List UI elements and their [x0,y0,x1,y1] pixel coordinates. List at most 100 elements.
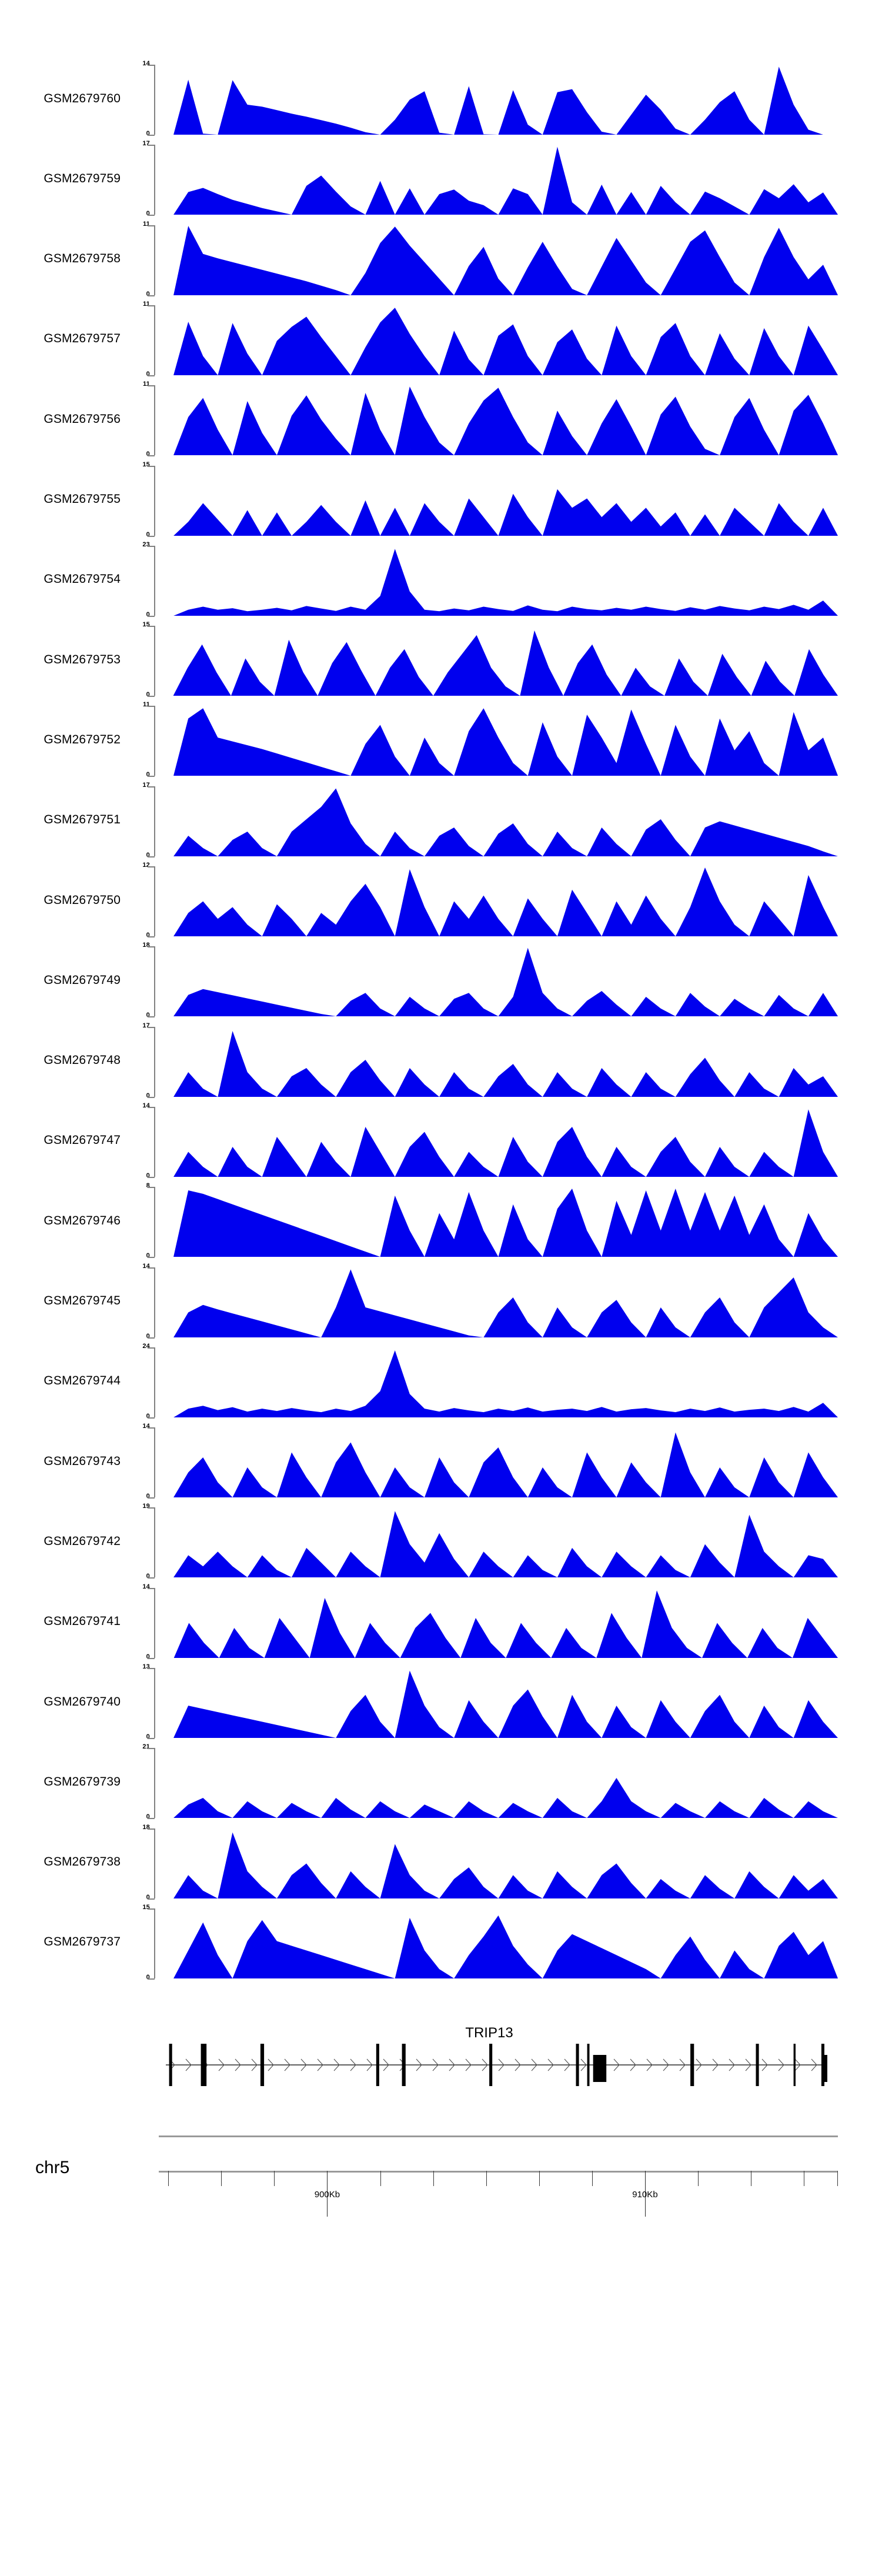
ruler-axis-line [159,2171,838,2173]
axis-vertical-line [154,465,155,536]
coverage-area-plot [159,1588,838,1658]
axis-vertical-line [154,626,155,696]
axis-max-tick [148,1106,155,1108]
axis-vertical-line [154,946,155,1017]
axis-vertical-line [154,1507,155,1578]
axis-max-tick [148,1828,155,1830]
axis-zero-tick [148,1657,155,1659]
track-sample-label: GSM2679746 [44,1213,121,1227]
axis-zero-label: 0 [146,691,150,699]
axis-max-tick [148,465,155,467]
axis-max-label: 15 [142,461,150,468]
axis-vertical-line [154,1587,155,1658]
axis-vertical-line [154,1267,155,1337]
gene-model[interactable] [166,2036,882,2094]
ruler-minor-tick [592,2171,593,2187]
axis-max-tick [148,866,155,867]
track-sample-label: GSM2679744 [44,1374,121,1388]
track-sample-label: GSM2679760 [44,91,121,105]
axis-max-tick [148,626,155,628]
axis-zero-label: 0 [146,1973,150,1981]
ruler-minor-tick [274,2171,275,2187]
axis-zero-tick [148,1738,155,1739]
axis-max-tick [148,385,155,387]
axis-max-tick [148,786,155,788]
ruler-minor-tick [486,2171,487,2187]
axis-max-tick [148,1026,155,1028]
track-sample-label: GSM2679753 [44,652,121,666]
coverage-area-plot [159,946,838,1017]
axis-max-tick [148,946,155,948]
axis-max-label: 14 [142,1583,150,1590]
axis-zero-label: 0 [146,932,150,939]
track-sample-label: GSM2679739 [44,1774,121,1788]
axis-zero-label: 0 [146,1252,150,1260]
axis-max-tick [148,1748,155,1750]
track-sample-label: GSM2679756 [44,412,121,426]
axis-zero-label: 0 [146,290,150,298]
ruler-minor-tick [380,2171,381,2187]
coverage-area-plot [159,866,838,936]
coverage-area-plot [159,1027,838,1097]
axis-max-label: 14 [142,1423,150,1430]
coverage-area-plot [159,145,838,215]
coverage-area-plot [159,1908,838,1978]
axis-zero-tick [148,455,155,457]
axis-zero-tick [148,615,155,617]
gene-name-label: TRIP13 [465,2025,513,2041]
track-sample-label: GSM2679747 [44,1133,121,1147]
axis-max-label: 18 [142,1823,150,1831]
coverage-area-plot [159,626,838,696]
axis-zero-tick [148,1417,155,1419]
axis-zero-label: 0 [146,210,150,218]
axis-max-tick [148,1267,155,1269]
axis-vertical-line [154,1026,155,1097]
axis-max-tick [148,1507,155,1509]
axis-vertical-line [154,1668,155,1738]
coverage-area-plot [159,1427,838,1498]
axis-max-tick [148,65,155,66]
axis-zero-label: 0 [146,1172,150,1179]
axis-max-tick [148,1347,155,1349]
axis-zero-tick [148,1978,155,1980]
axis-max-label: 11 [142,300,150,308]
axis-vertical-line [154,1828,155,1898]
ruler-minor-tick [698,2171,699,2187]
track-sample-label: GSM2679740 [44,1694,121,1709]
axis-zero-label: 0 [146,1012,150,1019]
axis-max-tick [148,706,155,708]
axis-zero-tick [148,1096,155,1098]
coverage-area-plot [159,1507,838,1578]
track-sample-label: GSM2679758 [44,252,121,266]
axis-max-tick [148,1668,155,1669]
axis-max-label: 18 [142,942,150,949]
axis-max-tick [148,1587,155,1589]
track-sample-label: GSM2679752 [44,732,121,746]
axis-zero-label: 0 [146,1813,150,1821]
axis-max-tick [148,1187,155,1189]
axis-zero-tick [148,936,155,937]
axis-max-label: 13 [142,1663,150,1670]
axis-max-label: 12 [142,862,150,869]
axis-zero-tick [148,535,155,537]
axis-zero-label: 0 [146,1733,150,1740]
axis-zero-label: 0 [146,1332,150,1340]
axis-zero-label: 0 [146,130,150,137]
ruler-minor-tick [433,2171,434,2187]
axis-zero-tick [148,1176,155,1178]
ruler-minor-tick [221,2171,222,2187]
axis-max-label: 19 [142,1503,150,1510]
track-sample-label: GSM2679738 [44,1855,121,1869]
axis-max-label: 11 [142,220,150,228]
coverage-area-plot [159,305,838,375]
axis-max-label: 17 [142,781,150,789]
axis-max-label: 14 [142,1262,150,1270]
track-sample-label: GSM2679748 [44,1053,121,1067]
coverage-area-plot [159,786,838,856]
axis-zero-tick [148,1257,155,1259]
coverage-area-plot [159,1187,838,1257]
axis-zero-label: 0 [146,771,150,779]
coverage-area-plot [159,1668,838,1738]
axis-zero-label: 0 [146,610,150,618]
